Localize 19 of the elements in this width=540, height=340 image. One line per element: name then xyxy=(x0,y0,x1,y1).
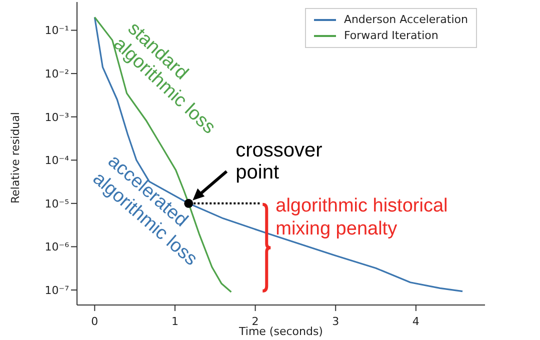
annotation: crossover point xyxy=(236,139,323,184)
x-tick-label: 0 xyxy=(91,315,98,328)
x-tick-label: 1 xyxy=(171,315,178,328)
y-tick-label: 10⁻³ xyxy=(44,110,69,124)
y-tick-label: 10⁻¹ xyxy=(44,24,69,38)
x-axis-title: Time (seconds) xyxy=(238,325,323,338)
legend-label: Anderson Acceleration xyxy=(344,12,468,28)
x-tick-label: 4 xyxy=(412,315,420,328)
y-tick-label: 10⁻⁵ xyxy=(44,197,69,210)
x-tick-label: 3 xyxy=(332,315,340,328)
annotation: algorithmic historical mixing penalty xyxy=(276,195,448,240)
y-tick-label: 10⁻⁷ xyxy=(44,284,69,297)
y-axis-title: Relative residual xyxy=(8,112,22,204)
x-tick-label: 2 xyxy=(252,315,259,328)
y-tick-label: 10⁻⁶ xyxy=(44,240,70,254)
y-tick-label: 10⁻² xyxy=(44,67,69,80)
legend-label: Forward Iteration xyxy=(344,28,438,44)
line-series xyxy=(94,16,232,293)
y-tick-label: 10⁻⁴ xyxy=(44,154,70,168)
